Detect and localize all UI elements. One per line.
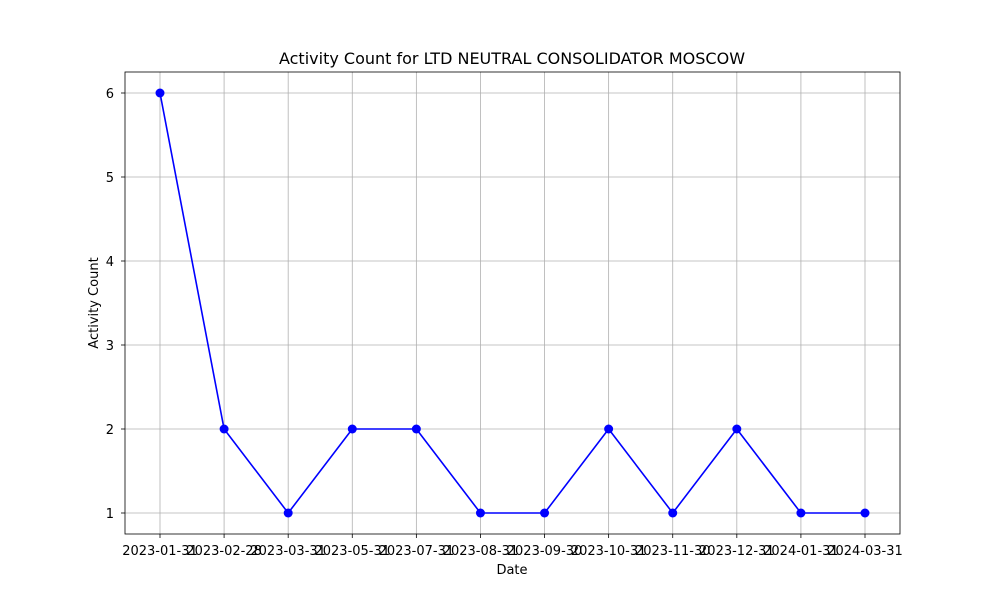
data-point (219, 424, 229, 434)
ticks: 2023-01-312023-02-282023-03-312023-05-31… (106, 87, 903, 559)
y-axis-label: Activity Count (87, 257, 102, 348)
data-point (475, 508, 485, 518)
series-line (159, 92, 865, 514)
data-point (796, 508, 806, 518)
x-tick-label: 2023-05-31 (314, 544, 390, 559)
y-tick-label: 3 (106, 339, 114, 354)
y-tick-label: 2 (106, 423, 114, 438)
x-tick-label: 2023-09-30 (507, 544, 583, 559)
x-tick-label: 2023-01-31 (122, 544, 198, 559)
plot-frame (124, 71, 901, 535)
x-tick-label: 2023-07-31 (379, 544, 455, 559)
data-point (732, 424, 742, 434)
x-tick-label: 2023-02-28 (186, 544, 262, 559)
data-point (411, 424, 421, 434)
data-point (604, 424, 614, 434)
x-tick-label: 2023-08-31 (443, 544, 519, 559)
data-point (668, 508, 678, 518)
chart-title: Activity Count for LTD NEUTRAL CONSOLIDA… (279, 49, 745, 68)
x-tick-label: 2024-03-31 (827, 544, 903, 559)
data-point (540, 508, 550, 518)
series-layer (155, 88, 870, 518)
data-point (860, 508, 870, 518)
x-tick-label: 2023-03-31 (250, 544, 326, 559)
y-tick-label: 5 (106, 171, 114, 186)
x-tick-label: 2024-01-31 (763, 544, 839, 559)
x-tick-label: 2023-10-31 (571, 544, 647, 559)
y-tick-label: 4 (106, 255, 114, 270)
y-tick-label: 1 (106, 507, 114, 522)
y-tick-label: 6 (106, 87, 114, 102)
x-tick-label: 2023-12-31 (699, 544, 775, 559)
data-point (347, 424, 357, 434)
data-point (155, 88, 165, 98)
x-tick-label: 2023-11-30 (635, 544, 711, 559)
x-axis-label: Date (496, 563, 527, 578)
data-point (283, 508, 293, 518)
